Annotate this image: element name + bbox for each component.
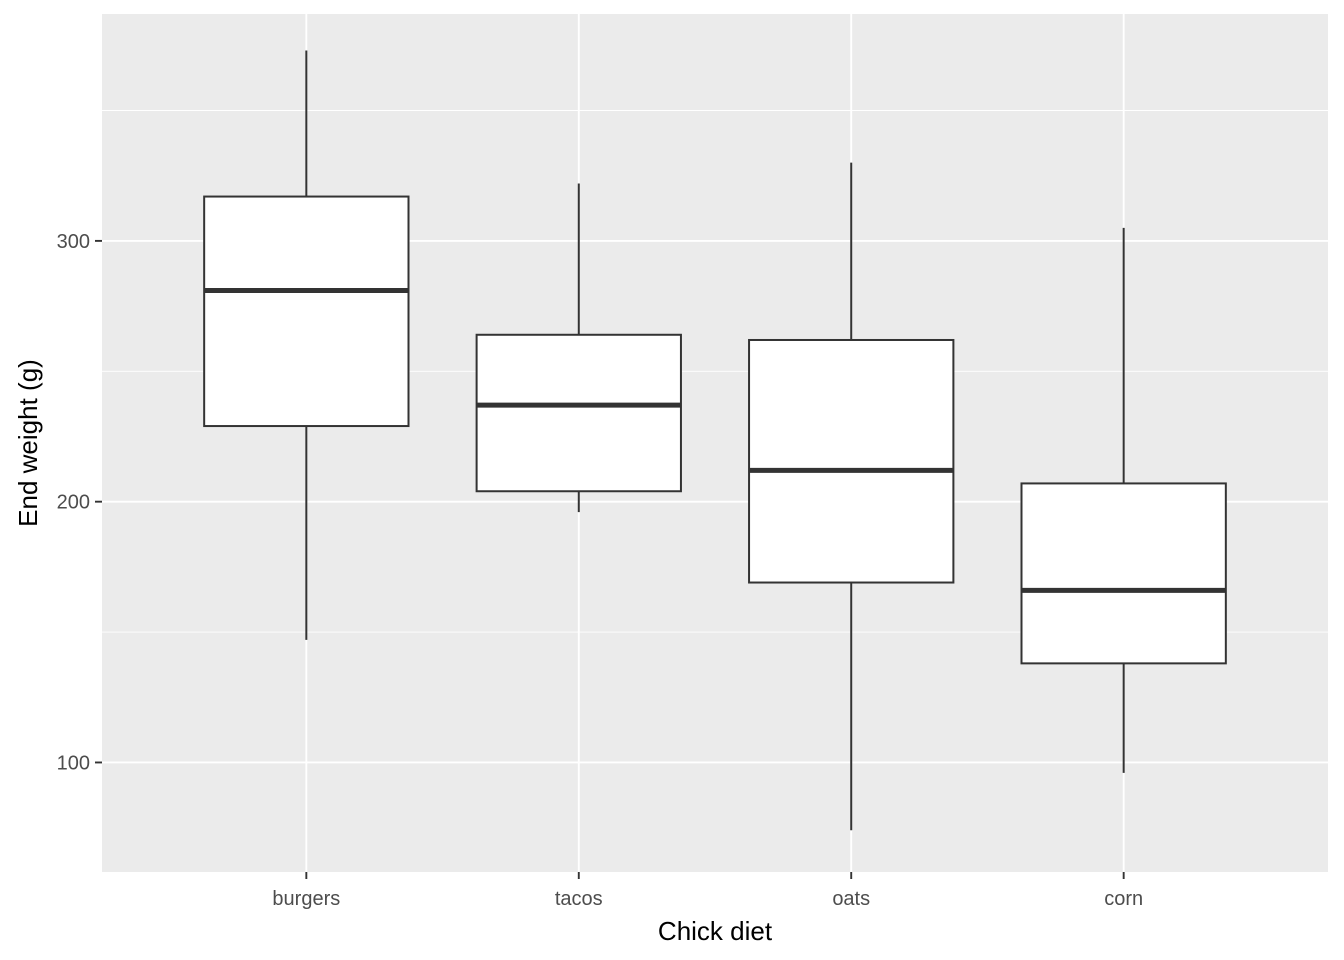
box-tacos	[475, 183, 682, 513]
plot-panel	[102, 14, 1328, 872]
box-corn	[1020, 227, 1227, 773]
x-axis: burgers tacos oats corn	[272, 872, 1143, 910]
iqr-box	[475, 333, 682, 493]
y-tick-label: 300	[57, 231, 90, 253]
y-axis-title: End weight (g)	[13, 359, 43, 527]
y-tick-label: 100	[57, 752, 90, 774]
box-oats	[748, 162, 955, 831]
x-axis-title: Chick diet	[658, 916, 773, 946]
y-tick-label: 200	[57, 492, 90, 514]
x-tick-label-burgers: burgers	[272, 888, 340, 910]
x-tick-label-tacos: tacos	[555, 888, 603, 910]
x-tick-label-oats: oats	[832, 888, 870, 910]
iqr-box	[748, 338, 955, 584]
box-layer	[203, 50, 1227, 831]
iqr-box	[1020, 482, 1227, 665]
x-tick-label-corn: corn	[1104, 888, 1143, 910]
iqr-box	[203, 195, 410, 428]
y-axis: 100 200 300	[57, 231, 102, 774]
box-burgers	[203, 50, 410, 640]
